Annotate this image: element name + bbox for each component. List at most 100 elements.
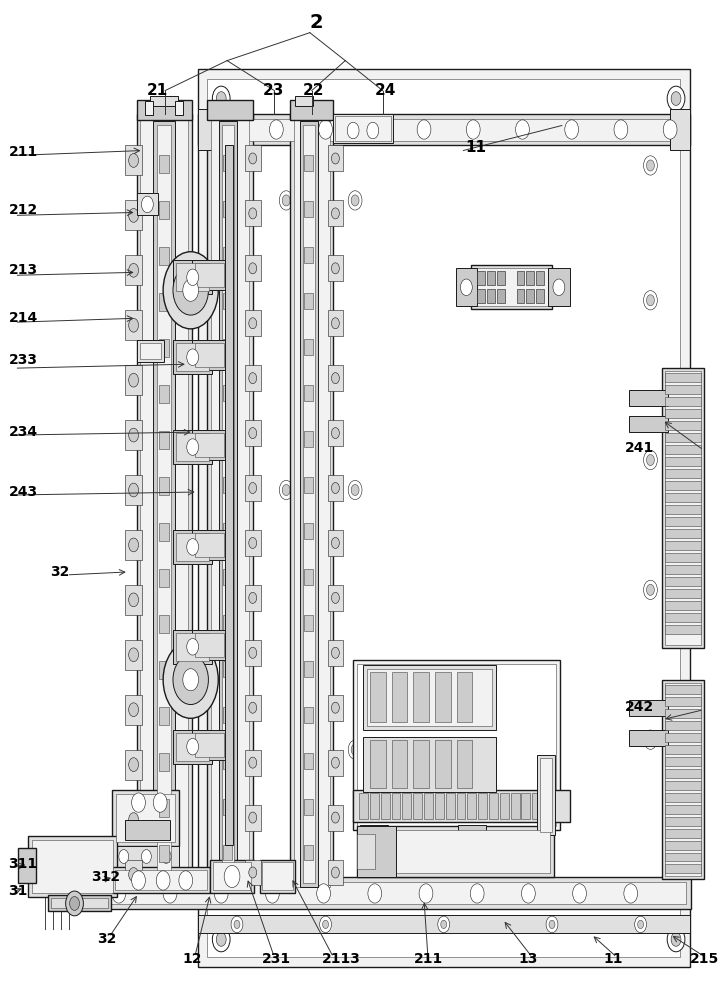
Text: 241: 241 [625,441,654,455]
Bar [223,431,232,447]
Circle shape [163,641,218,718]
Circle shape [331,153,339,164]
Bar [18,848,36,883]
Bar [125,310,142,340]
Bar [548,268,570,306]
Bar [160,707,169,725]
Bar [223,845,232,860]
Bar [245,750,260,776]
Bar [510,793,520,819]
Circle shape [331,373,339,384]
Text: 213: 213 [9,263,38,277]
Circle shape [163,252,218,329]
Bar [666,565,700,574]
Bar [328,310,344,336]
Bar [207,100,253,120]
Bar [457,740,472,788]
Bar [666,829,700,838]
Bar [146,101,153,115]
Circle shape [187,539,199,555]
Bar [112,790,179,846]
Bar [223,477,232,493]
Bar [468,793,476,819]
Circle shape [348,191,362,210]
Bar [435,672,451,722]
Circle shape [441,920,447,929]
Text: 21: 21 [146,83,167,98]
Circle shape [187,439,199,455]
Bar [125,859,142,889]
Bar [666,697,700,706]
Bar [245,200,260,226]
Text: 211: 211 [414,952,444,966]
Bar [136,340,164,362]
Bar [223,707,232,723]
Bar [666,421,700,430]
Bar [191,260,227,290]
Bar [160,845,169,862]
Circle shape [119,850,128,863]
Text: 231: 231 [262,952,291,966]
Bar [176,343,210,371]
Bar [160,201,169,219]
Bar [198,109,218,150]
Bar [245,475,260,501]
Circle shape [249,318,257,329]
Circle shape [220,120,234,139]
Circle shape [331,537,339,548]
Circle shape [187,639,199,655]
Bar [489,793,498,819]
Bar [160,385,169,403]
Text: 23: 23 [262,83,284,98]
Bar [543,793,552,819]
Bar [51,898,108,908]
Bar [357,826,554,877]
Bar [536,289,544,303]
Circle shape [331,483,339,494]
Text: 32: 32 [50,565,70,579]
Circle shape [348,740,362,759]
Bar [198,915,689,933]
Bar [207,114,253,892]
Text: 24: 24 [375,83,396,98]
Bar [370,740,386,788]
Bar [97,882,686,904]
Circle shape [331,263,339,274]
Bar [245,695,260,721]
Circle shape [348,480,362,500]
Circle shape [249,702,257,713]
Circle shape [546,916,558,933]
Bar [666,841,700,850]
Bar [290,100,334,120]
Bar [191,730,227,760]
Circle shape [460,279,472,296]
Circle shape [282,195,290,206]
Circle shape [351,744,359,755]
Bar [304,569,312,585]
Bar [666,685,700,694]
Circle shape [187,349,199,365]
Bar [662,368,703,648]
Circle shape [249,428,257,439]
Bar [245,805,260,831]
Bar [245,640,260,666]
Bar [176,733,210,761]
Circle shape [249,537,257,548]
Bar [194,433,224,457]
Circle shape [249,263,257,274]
Bar [666,805,700,814]
Circle shape [212,927,230,952]
Bar [300,121,318,887]
Bar [363,665,496,730]
Text: 242: 242 [625,700,654,714]
Circle shape [549,920,555,929]
Bar [160,155,169,173]
Bar [223,339,232,355]
Bar [328,859,344,885]
Bar [413,793,422,819]
Bar [160,431,169,449]
Bar [223,661,232,677]
Bar [666,433,700,442]
Circle shape [128,593,138,607]
Bar [290,114,334,892]
